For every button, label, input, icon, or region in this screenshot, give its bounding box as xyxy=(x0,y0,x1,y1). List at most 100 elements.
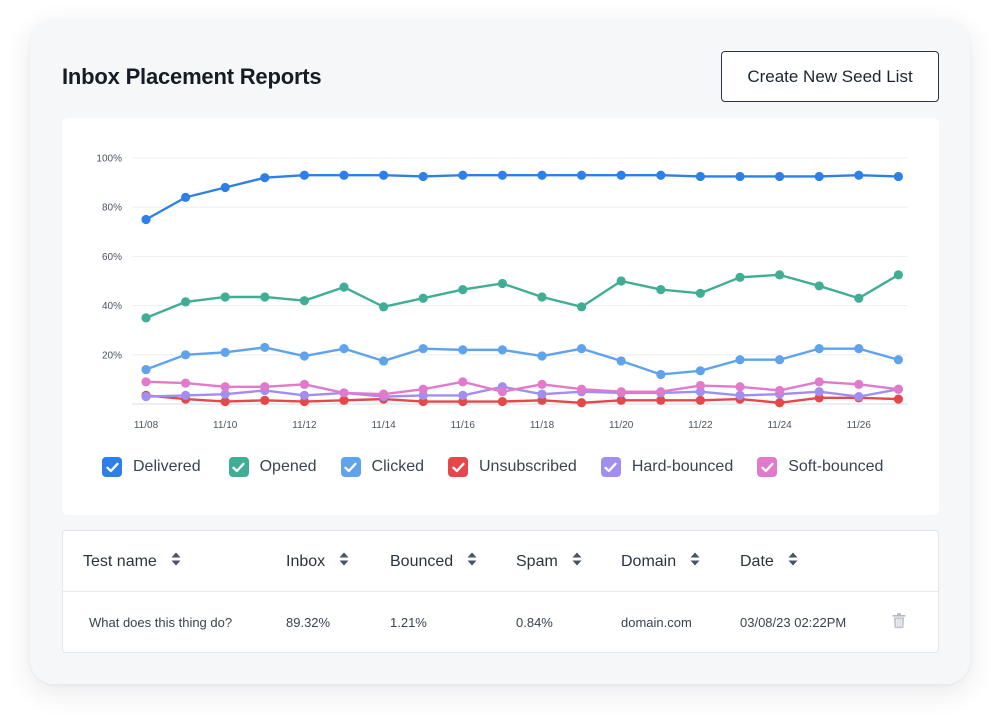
x-tick-label: 11/22 xyxy=(688,420,713,431)
x-tick-label: 11/20 xyxy=(609,420,634,431)
cell-domain: domain.com xyxy=(621,615,692,630)
legend-item-opened[interactable]: Opened xyxy=(228,457,317,477)
data-point-unsubscribed xyxy=(497,396,507,407)
data-point-soft-bounced xyxy=(260,382,270,392)
check-icon[interactable] xyxy=(448,457,468,477)
data-point-soft-bounced xyxy=(299,379,309,389)
y-tick-label: 60% xyxy=(102,252,122,263)
data-point-delivered xyxy=(695,171,706,182)
data-point-clicked xyxy=(260,342,270,353)
data-point-soft-bounced xyxy=(141,377,151,387)
data-point-delivered xyxy=(735,171,745,182)
sort-icon[interactable] xyxy=(572,552,582,571)
data-point-delivered xyxy=(656,170,666,180)
data-point-hard-bounced xyxy=(814,387,824,397)
x-tick-label: 11/12 xyxy=(292,420,317,431)
series-line-clicked xyxy=(145,346,899,376)
data-point-clicked xyxy=(537,351,547,361)
data-point-opened xyxy=(775,270,785,280)
data-point-delivered xyxy=(893,171,904,182)
legend-label: Delivered xyxy=(133,458,201,475)
data-point-hard-bounced xyxy=(854,392,864,402)
check-icon[interactable] xyxy=(228,457,249,477)
data-point-clicked xyxy=(339,344,349,354)
check-icon[interactable] xyxy=(757,457,778,477)
sort-icon[interactable] xyxy=(339,552,349,571)
data-point-unsubscribed xyxy=(577,398,587,408)
data-point-delivered xyxy=(497,170,507,180)
data-point-soft-bounced xyxy=(418,384,428,394)
legend-item-delivered[interactable]: Delivered xyxy=(102,457,201,477)
y-tick-label: 20% xyxy=(102,350,122,361)
column-header-bounced[interactable]: Bounced xyxy=(390,531,477,592)
data-point-hard-bounced xyxy=(181,390,191,400)
column-header-inbox[interactable]: Inbox xyxy=(286,531,349,592)
data-point-soft-bounced xyxy=(656,387,666,397)
legend-label: Clicked xyxy=(371,458,424,475)
data-point-opened xyxy=(695,288,706,298)
sort-icon[interactable] xyxy=(171,552,181,571)
legend-item-clicked[interactable]: Clicked xyxy=(340,457,424,477)
legend-label: Soft-bounced xyxy=(788,458,884,475)
data-point-opened xyxy=(299,296,309,306)
sort-icon[interactable] xyxy=(788,552,798,571)
reports-card: Inbox Placement Reports Create New Seed … xyxy=(30,20,970,684)
check-icon[interactable] xyxy=(340,457,361,477)
x-tick-label: 11/14 xyxy=(371,420,396,431)
legend-item-soft-bounced[interactable]: Soft-bounced xyxy=(757,457,883,477)
data-point-delivered xyxy=(141,214,151,225)
table-row[interactable]: What does this thing do? 89.32% 1.21% 0.… xyxy=(63,592,938,653)
data-point-unsubscribed xyxy=(775,398,785,408)
check-icon[interactable] xyxy=(102,457,122,477)
data-point-soft-bounced xyxy=(735,382,745,392)
check-icon[interactable] xyxy=(600,457,621,477)
data-point-clicked xyxy=(141,364,151,375)
data-point-opened xyxy=(656,285,666,295)
data-point-unsubscribed xyxy=(695,395,706,405)
data-point-delivered xyxy=(220,182,230,193)
data-point-clicked xyxy=(656,369,666,380)
data-point-opened xyxy=(418,293,428,303)
data-point-hard-bounced xyxy=(458,390,468,400)
data-point-delivered xyxy=(814,171,824,182)
y-tick-label: 40% xyxy=(102,301,122,312)
x-tick-label: 11/26 xyxy=(847,420,872,431)
sort-icon[interactable] xyxy=(467,552,477,571)
x-tick-label: 11/10 xyxy=(213,420,238,431)
column-header-test-name[interactable]: Test name xyxy=(83,531,181,592)
data-point-soft-bounced xyxy=(695,380,706,391)
data-point-hard-bounced xyxy=(537,389,547,399)
data-point-soft-bounced xyxy=(220,382,230,392)
legend-item-unsubscribed[interactable]: Unsubscribed xyxy=(448,457,577,477)
data-point-opened xyxy=(181,297,191,307)
cell-bounced: 1.21% xyxy=(390,615,427,630)
data-point-opened xyxy=(497,278,507,289)
data-point-delivered xyxy=(339,170,349,180)
data-point-delivered xyxy=(577,170,587,180)
column-header-date[interactable]: Date xyxy=(740,531,798,592)
data-point-delivered xyxy=(379,170,389,180)
data-point-unsubscribed xyxy=(220,396,230,407)
page-title: Inbox Placement Reports xyxy=(62,64,322,89)
data-point-soft-bounced xyxy=(893,384,904,394)
data-point-clicked xyxy=(379,356,389,366)
x-tick-label: 11/16 xyxy=(451,420,476,431)
series-line-hard-bounced xyxy=(145,385,899,398)
legend-label: Unsubscribed xyxy=(479,458,577,475)
data-point-opened xyxy=(260,292,270,302)
data-point-soft-bounced xyxy=(616,387,626,397)
create-seed-list-button[interactable]: Create New Seed List xyxy=(721,51,939,102)
data-point-opened xyxy=(141,313,151,323)
x-tick-label: 11/24 xyxy=(767,420,792,431)
column-header-spam[interactable]: Spam xyxy=(516,531,582,592)
trash-icon[interactable] xyxy=(892,613,906,634)
data-point-soft-bounced xyxy=(854,379,864,389)
data-point-clicked xyxy=(497,345,507,355)
sort-icon[interactable] xyxy=(690,552,700,571)
data-point-clicked xyxy=(220,347,230,357)
data-point-delivered xyxy=(775,171,785,182)
reports-table: Test name Inbox Bounced Spam Domain Date xyxy=(62,530,939,653)
column-header-domain[interactable]: Domain xyxy=(621,531,700,592)
data-point-hard-bounced xyxy=(735,390,745,400)
legend-item-hard-bounced[interactable]: Hard-bounced xyxy=(600,457,733,477)
